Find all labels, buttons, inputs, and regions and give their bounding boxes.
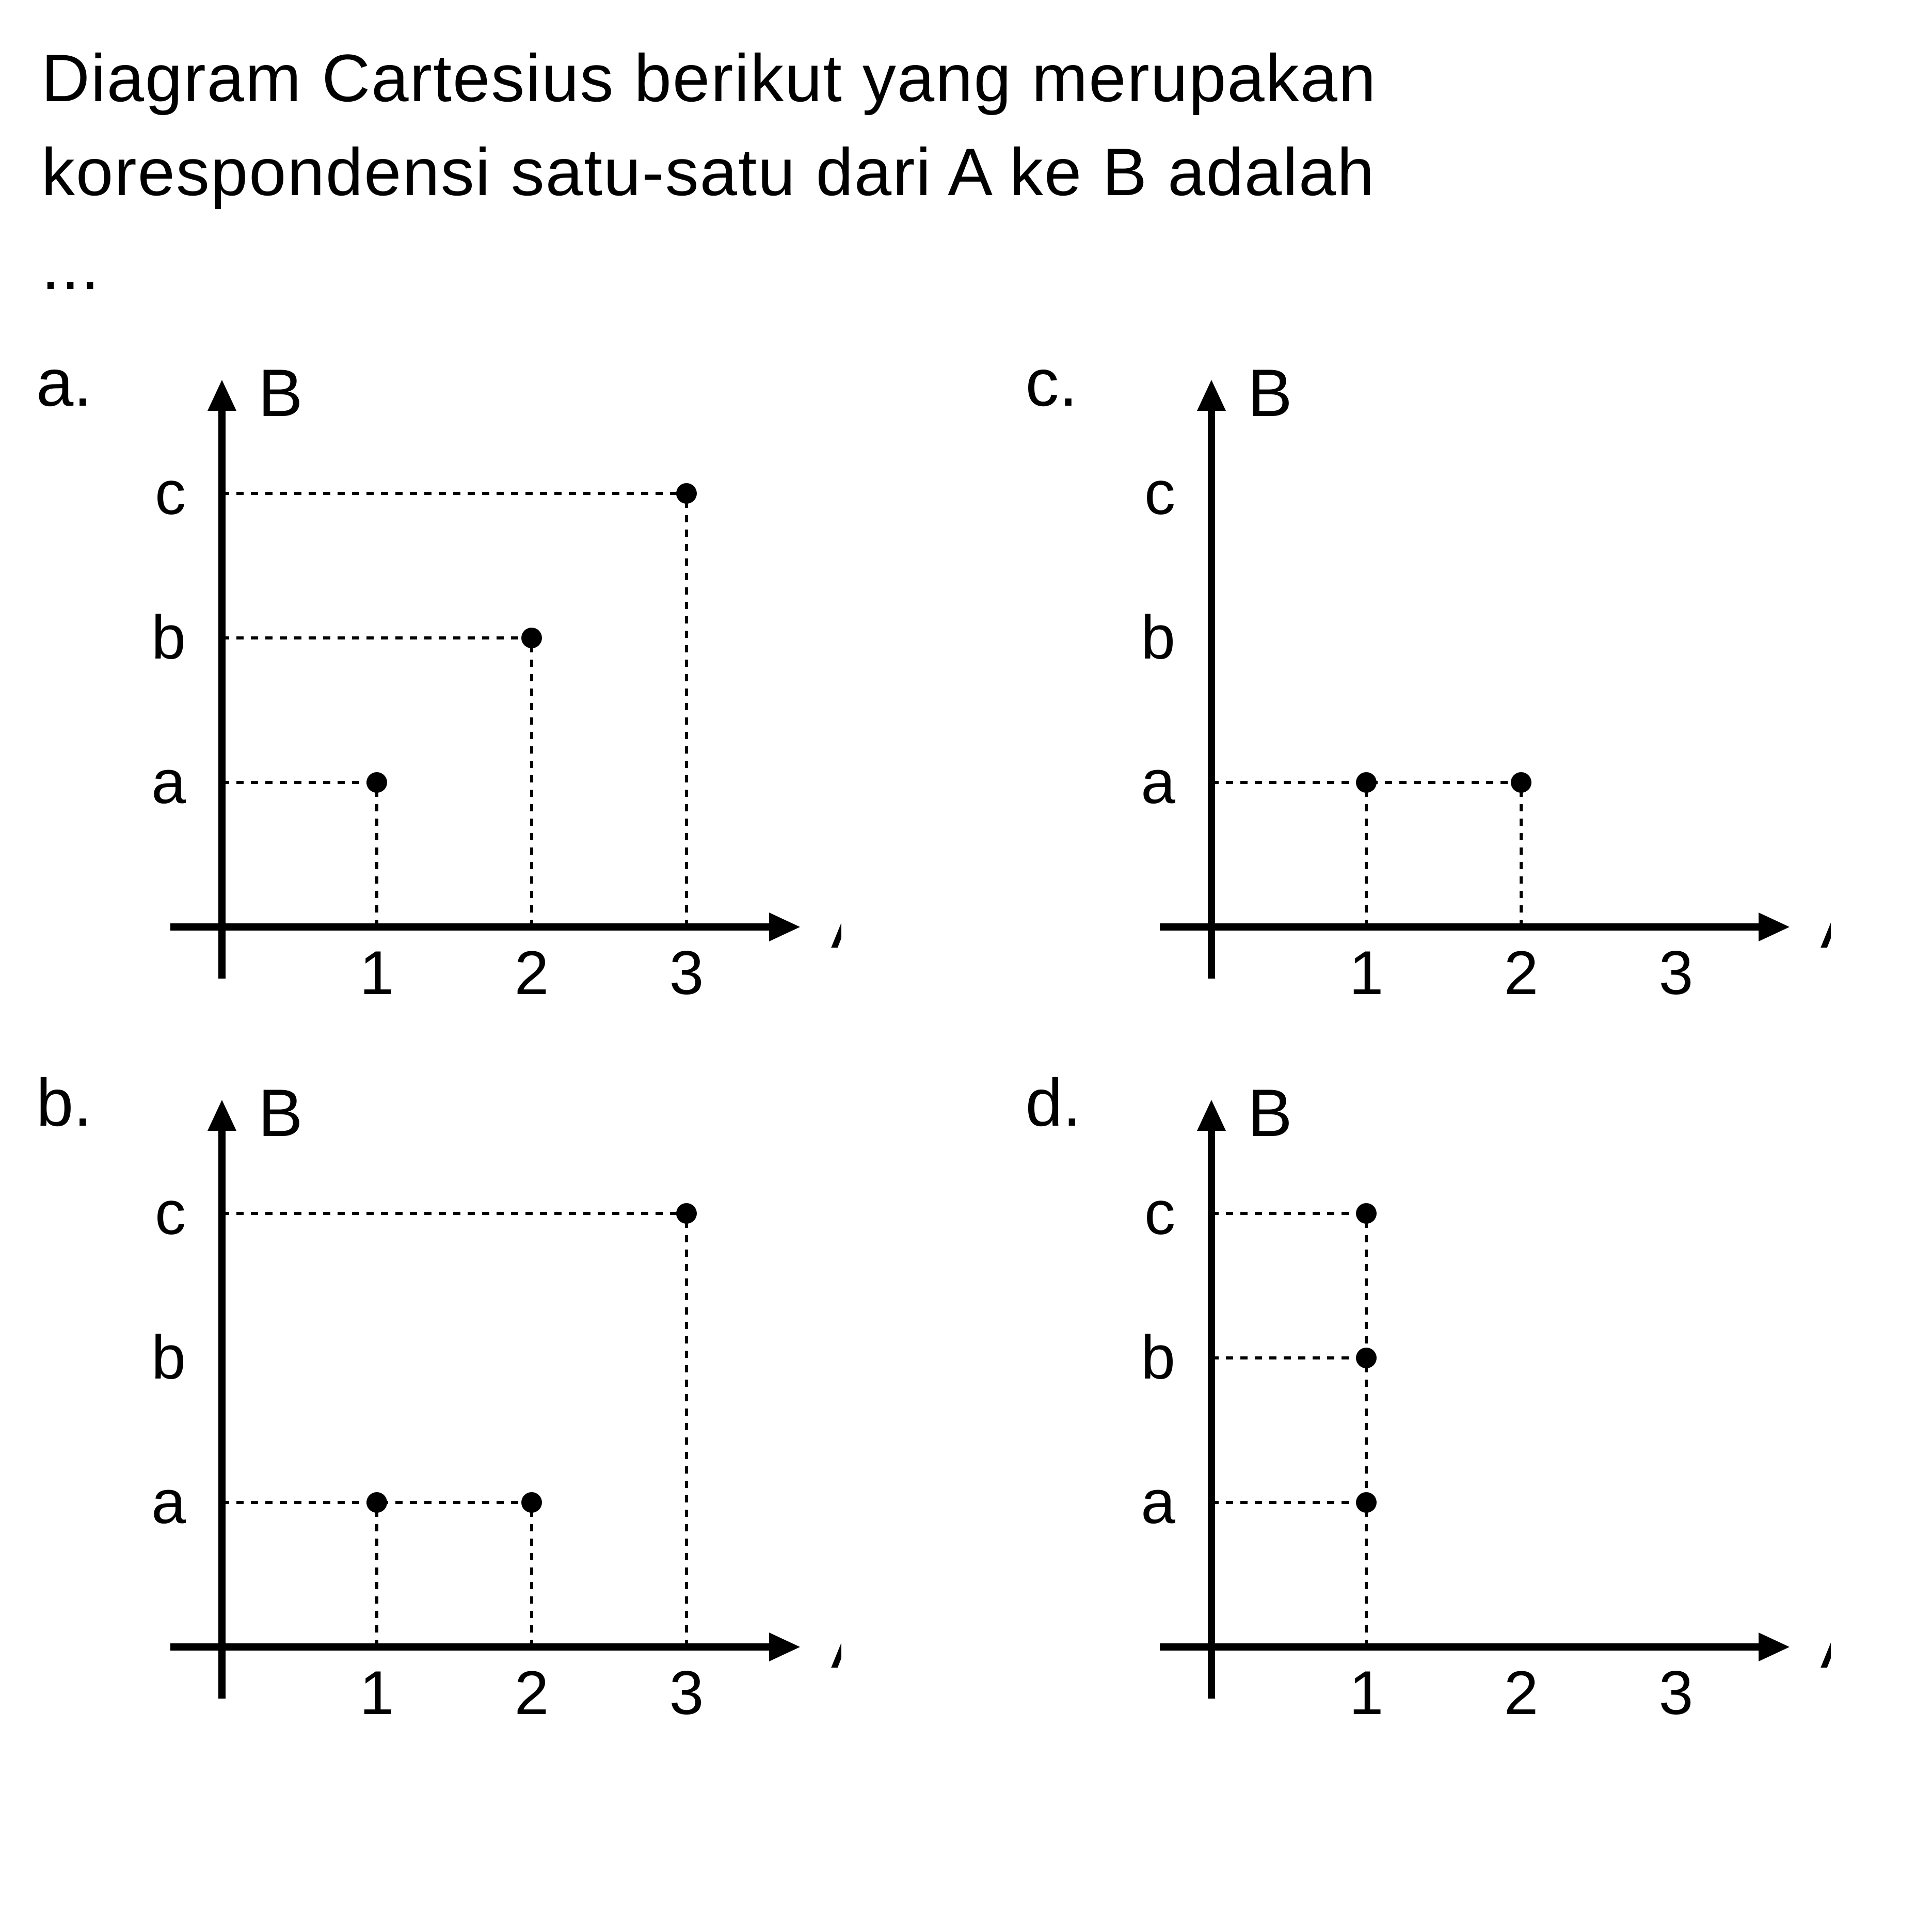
option-b-label: b. xyxy=(36,1064,92,1141)
svg-text:A: A xyxy=(1821,1607,1831,1682)
svg-text:B: B xyxy=(258,1079,303,1150)
svg-text:b: b xyxy=(151,603,186,672)
svg-text:b: b xyxy=(151,1323,186,1392)
svg-text:1: 1 xyxy=(360,938,394,1007)
svg-text:a: a xyxy=(1141,1467,1175,1537)
svg-text:B: B xyxy=(1248,359,1292,430)
svg-text:a: a xyxy=(151,1467,186,1537)
chart-a-container: 1 2 3 a b c B A xyxy=(119,359,902,1033)
option-c-label: c. xyxy=(1026,344,1078,421)
svg-text:c: c xyxy=(155,458,186,527)
option-c: c. 123abcBA xyxy=(1031,344,1891,1033)
svg-text:a: a xyxy=(1141,747,1175,817)
option-a: a. 123abcBA xyxy=(41,344,902,1033)
svg-text:3: 3 xyxy=(1658,1658,1693,1727)
svg-text:2: 2 xyxy=(1504,1658,1538,1727)
svg-text:2: 2 xyxy=(515,938,549,1007)
svg-text:a: a xyxy=(151,747,186,817)
chart-b: 1 2 3 a b c B A xyxy=(119,1079,841,1750)
svg-text:c: c xyxy=(1144,1178,1175,1247)
svg-text:A: A xyxy=(831,1607,841,1682)
svg-text:3: 3 xyxy=(669,938,704,1007)
chart-a: 1 2 3 a b c B A xyxy=(119,359,841,1030)
question-line3: ... xyxy=(41,228,100,303)
options-grid: a. 123abcBA c. 123abcBA b. 123abcBA d. 1… xyxy=(41,344,1891,1753)
svg-text:3: 3 xyxy=(1658,938,1693,1007)
chart-c-container: 1 2 3 a b c B A xyxy=(1108,359,1891,1033)
option-b: b. 123abcBA xyxy=(41,1064,902,1753)
svg-text:1: 1 xyxy=(1349,1658,1383,1727)
chart-d-container: 1 2 3 a b c B A xyxy=(1108,1079,1891,1753)
svg-text:b: b xyxy=(1141,1323,1175,1392)
option-d-label: d. xyxy=(1026,1064,1081,1141)
svg-text:2: 2 xyxy=(1504,938,1538,1007)
question-line2: korespondensi satu-satu dari A ke B adal… xyxy=(41,134,1376,210)
option-a-label: a. xyxy=(36,344,92,421)
svg-text:A: A xyxy=(831,887,841,962)
svg-text:B: B xyxy=(1248,1079,1292,1150)
chart-b-container: 1 2 3 a b c B A xyxy=(119,1079,902,1753)
svg-text:1: 1 xyxy=(360,1658,394,1727)
svg-text:3: 3 xyxy=(669,1658,704,1727)
svg-text:1: 1 xyxy=(1349,938,1383,1007)
svg-text:A: A xyxy=(1821,887,1831,962)
chart-c: 1 2 3 a b c B A xyxy=(1108,359,1831,1030)
option-d: d. 123abcBA xyxy=(1031,1064,1891,1753)
svg-text:2: 2 xyxy=(515,1658,549,1727)
question-line1: Diagram Cartesius berikut yang merupakan xyxy=(41,40,1377,116)
question-text: Diagram Cartesius berikut yang merupakan… xyxy=(41,31,1891,313)
svg-text:b: b xyxy=(1141,603,1175,672)
svg-text:B: B xyxy=(258,359,303,430)
svg-text:c: c xyxy=(1144,458,1175,527)
svg-text:c: c xyxy=(155,1178,186,1247)
chart-d: 1 2 3 a b c B A xyxy=(1108,1079,1831,1750)
